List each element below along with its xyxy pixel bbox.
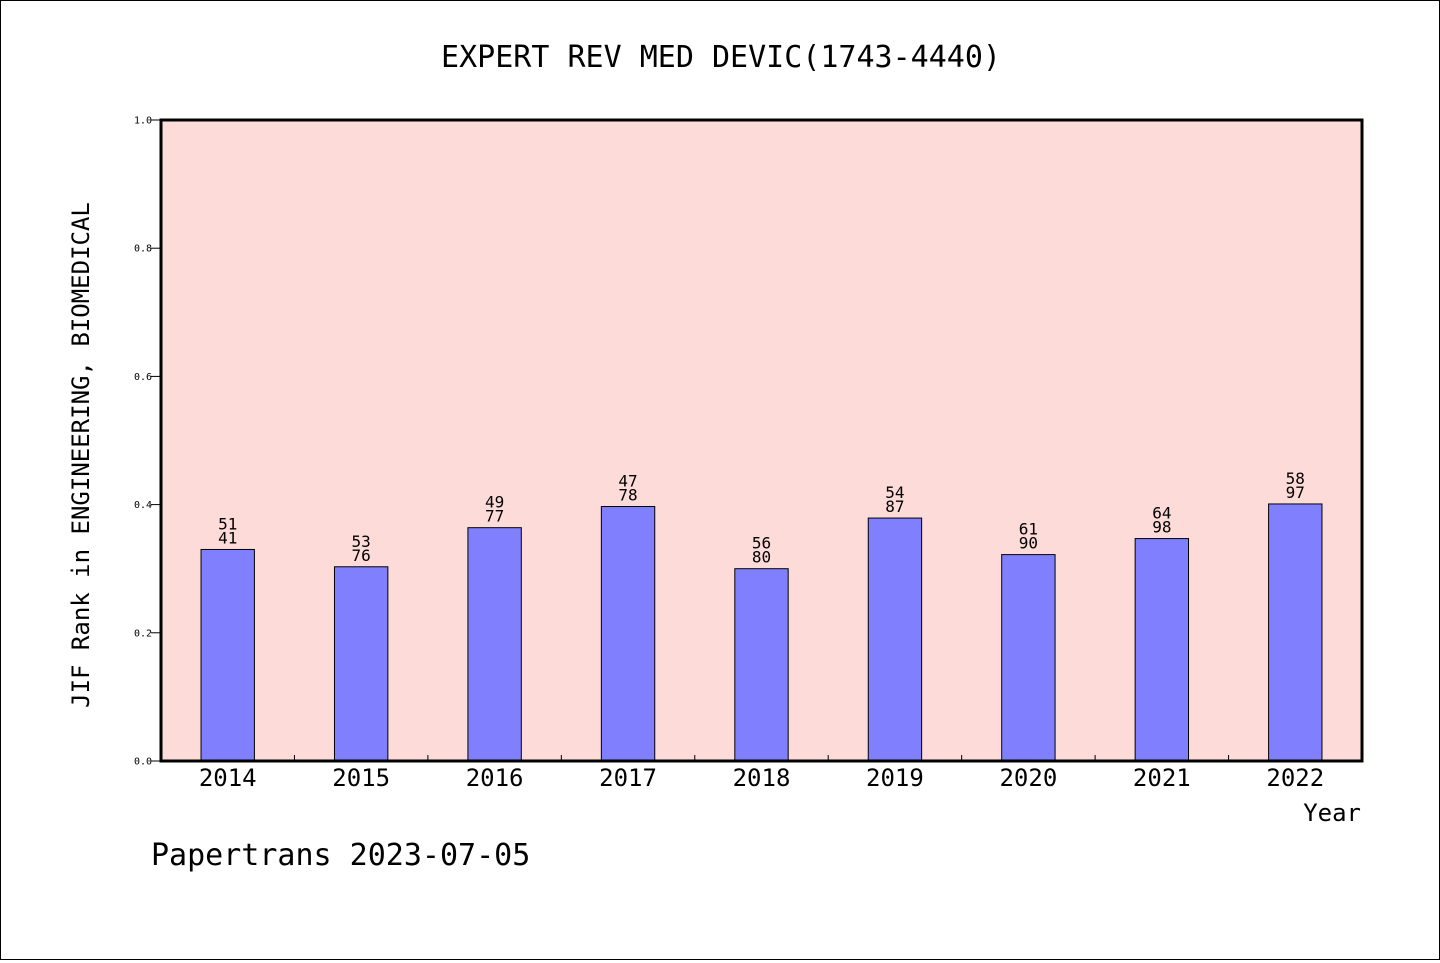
bar-label-total: 77 — [485, 507, 504, 526]
bar-label-rank: 61 — [1019, 520, 1038, 539]
x-tick-label: 2016 — [466, 764, 524, 792]
bar-2014 — [200, 548, 255, 762]
bar-label-total: 78 — [618, 486, 637, 505]
bar-label-rank: 51 — [218, 514, 237, 533]
bar-label-rank: 47 — [618, 472, 637, 491]
x-tick-label: 2020 — [999, 764, 1057, 792]
y-tick-label: 0.8 — [134, 244, 152, 255]
bar-label-rank: 53 — [352, 532, 371, 551]
bar-2015 — [333, 566, 389, 762]
bar-2020 — [1001, 554, 1056, 762]
bar-2016 — [467, 527, 522, 762]
bar-2022 — [1268, 503, 1323, 762]
bar-label-total: 87 — [885, 497, 904, 516]
bar-2017 — [600, 506, 656, 762]
plot-border — [159, 118, 1364, 763]
x-tick-label: 2022 — [1266, 764, 1324, 792]
x-tick-label: 2015 — [332, 764, 390, 792]
bar-label-rank: 58 — [1286, 469, 1305, 488]
y-tick-label: 0.6 — [134, 372, 152, 383]
y-tick-label: 0.4 — [134, 500, 152, 511]
y-tick-label: 0.0 — [134, 757, 152, 768]
bar-label-total: 97 — [1286, 483, 1305, 502]
chart-title: EXPERT REV MED DEVIC(1743-4440) — [441, 40, 1001, 75]
bar-label-rank: 54 — [885, 483, 904, 502]
x-axis: 2014 2015 2016 2017 2018 2019 2020 2021 2022 — [199, 755, 1324, 792]
bar-2021 — [1134, 538, 1190, 762]
x-tick-label: 2021 — [1133, 764, 1191, 792]
y-axis-label: JIF Rank in ENGINEERING, BIOMEDICAL — [67, 202, 95, 708]
footer-text: Papertrans 2023-07-05 — [151, 838, 530, 873]
x-tick-label: 2019 — [866, 764, 924, 792]
x-tick-label: 2018 — [733, 764, 791, 792]
bar-series — [200, 503, 1323, 762]
bar-label-total: 41 — [218, 528, 237, 547]
bar-label-rank: 49 — [485, 493, 504, 512]
bar-2019 — [867, 517, 923, 762]
y-axis: 0.0 0.2 0.4 0.6 0.8 1.0 — [134, 116, 161, 768]
x-tick-label: 2014 — [199, 764, 257, 792]
bar-label-total: 98 — [1152, 518, 1171, 537]
bar-label-total: 76 — [352, 546, 371, 565]
bar-label-total: 90 — [1019, 534, 1038, 553]
bar-label-total: 80 — [752, 548, 771, 567]
bar-2018 — [734, 568, 789, 762]
bar-label-rank: 56 — [752, 534, 771, 553]
bar-label-rank: 64 — [1152, 504, 1171, 523]
y-tick-label: 0.2 — [134, 628, 152, 639]
y-tick-label: 1.0 — [134, 116, 152, 127]
x-tick-label: 2017 — [599, 764, 657, 792]
x-axis-label: Year — [1303, 799, 1361, 827]
